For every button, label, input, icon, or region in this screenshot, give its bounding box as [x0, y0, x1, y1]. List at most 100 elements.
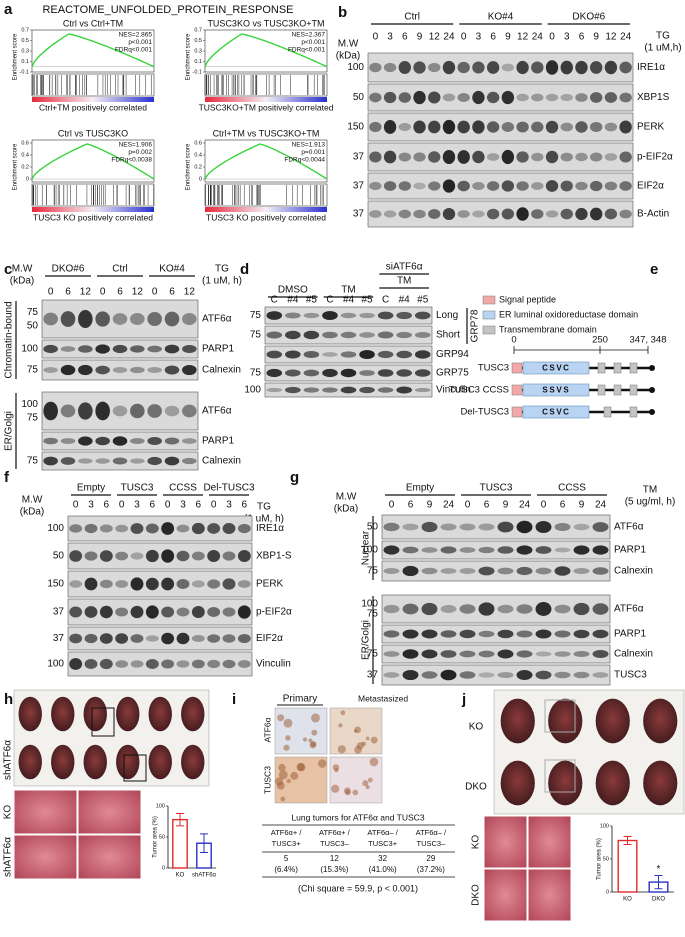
- row-label: DKO: [471, 884, 482, 906]
- y-tick-label: 0.4: [194, 152, 202, 158]
- x-tick-label: KO: [176, 873, 185, 879]
- blot-band: [554, 547, 571, 553]
- lane-label: 6: [150, 500, 156, 511]
- blot-band: [478, 650, 495, 658]
- legend-label: Signal peptide: [499, 294, 556, 304]
- lane-label: 3: [564, 32, 570, 43]
- row-label: ATF6α: [262, 717, 272, 742]
- lane-label: 6: [402, 32, 408, 43]
- blot-band: [497, 521, 514, 533]
- ihc-stain: [365, 736, 370, 741]
- blot-band: [398, 61, 411, 74]
- lane-label: 3: [134, 500, 140, 511]
- y-tick-label: 0.6: [194, 140, 202, 146]
- panel-letter: b: [338, 4, 347, 21]
- blot-band: [322, 331, 338, 339]
- blot-band: [369, 210, 382, 218]
- blot-band: [43, 367, 58, 373]
- blot-band: [573, 545, 590, 555]
- blot-band: [501, 90, 515, 105]
- transmembrane-domain: [629, 406, 638, 418]
- closeup-photo: [77, 789, 142, 835]
- blot-strip: [41, 359, 199, 381]
- blot-band: [573, 602, 590, 616]
- blot-band: [573, 650, 590, 658]
- ihc-image: [274, 707, 328, 755]
- blot-band: [516, 650, 533, 658]
- blot-band: [516, 151, 529, 163]
- lane-label: 6: [242, 500, 248, 511]
- lane-label: 9: [579, 500, 585, 511]
- protein-label: Long: [436, 310, 458, 321]
- blot-band: [604, 92, 618, 103]
- mw-marker: 100: [47, 523, 64, 534]
- blot-strip: [367, 52, 634, 83]
- mw-marker: 150: [347, 122, 364, 133]
- y-tick-label: 0.2: [194, 164, 202, 170]
- blot-band: [554, 604, 571, 614]
- protein-label: ATF6α: [614, 522, 644, 533]
- error-bar: [623, 836, 632, 845]
- y-tick-label: 0.7: [21, 27, 29, 33]
- blot-band: [43, 437, 58, 445]
- blot-band: [369, 181, 382, 191]
- blot-band: [112, 313, 128, 325]
- blot-band: [191, 522, 205, 535]
- lane-label: 3: [226, 500, 232, 511]
- lane-label: C: [271, 295, 278, 306]
- mw-header: M.W: [336, 492, 357, 503]
- y-tick-label: 0.5: [194, 38, 202, 44]
- y-axis-label: Enrichment score: [13, 143, 19, 190]
- lane-label: 24: [443, 500, 455, 511]
- mw-marker: 100: [361, 545, 378, 556]
- transmembrane-domain: [613, 384, 622, 396]
- blot-band: [501, 63, 515, 72]
- blot-band: [60, 404, 76, 418]
- blot-band: [497, 672, 514, 678]
- ihc-stain: [352, 789, 359, 796]
- blot-band: [145, 605, 159, 619]
- gsea-xlabel: TUSC3KO+TM positively correlated: [199, 102, 334, 112]
- blot-band: [383, 568, 400, 574]
- blot-band: [130, 523, 144, 534]
- mw-marker: 37: [53, 633, 65, 644]
- blot-strip: [264, 306, 433, 325]
- y-tick-label: 0: [606, 889, 609, 895]
- blot-band: [84, 577, 98, 591]
- blot-band: [285, 386, 301, 394]
- blot-band: [207, 634, 221, 643]
- ihc-stain: [311, 729, 318, 736]
- blot-band: [478, 630, 495, 638]
- blot-band: [554, 671, 571, 679]
- ihc-stain: [278, 763, 286, 772]
- group-label: DKO#6: [572, 12, 605, 23]
- gsea-stat: NES=1.913: [292, 142, 326, 149]
- blot-strip: [381, 664, 611, 686]
- lung: [83, 696, 107, 732]
- blot-band: [383, 120, 397, 134]
- blot-band: [590, 92, 603, 103]
- enrichment-curve: [204, 143, 328, 180]
- group-label: DKO#6: [52, 264, 85, 275]
- blot-band: [421, 602, 438, 616]
- blot-band: [191, 580, 205, 588]
- blot-band: [322, 352, 338, 357]
- mw-marker: 37: [353, 152, 365, 163]
- blot-band: [545, 120, 559, 134]
- row-label: shATF6α: [3, 837, 14, 877]
- lane-label: 0: [48, 287, 54, 298]
- protein-label: p-EIF2α: [256, 607, 292, 618]
- blot-band: [421, 521, 438, 533]
- rank-gradient: [205, 97, 327, 102]
- mw-marker: 75: [250, 310, 262, 321]
- blot-band: [222, 659, 236, 669]
- blot-band: [130, 403, 145, 419]
- blot-band: [531, 121, 544, 133]
- protein-label: ATF6α: [202, 314, 232, 325]
- blot-band: [440, 568, 457, 574]
- blot-band: [207, 607, 221, 617]
- blot-band: [442, 179, 456, 193]
- blot-band: [377, 331, 394, 339]
- ihc-stain: [331, 784, 340, 793]
